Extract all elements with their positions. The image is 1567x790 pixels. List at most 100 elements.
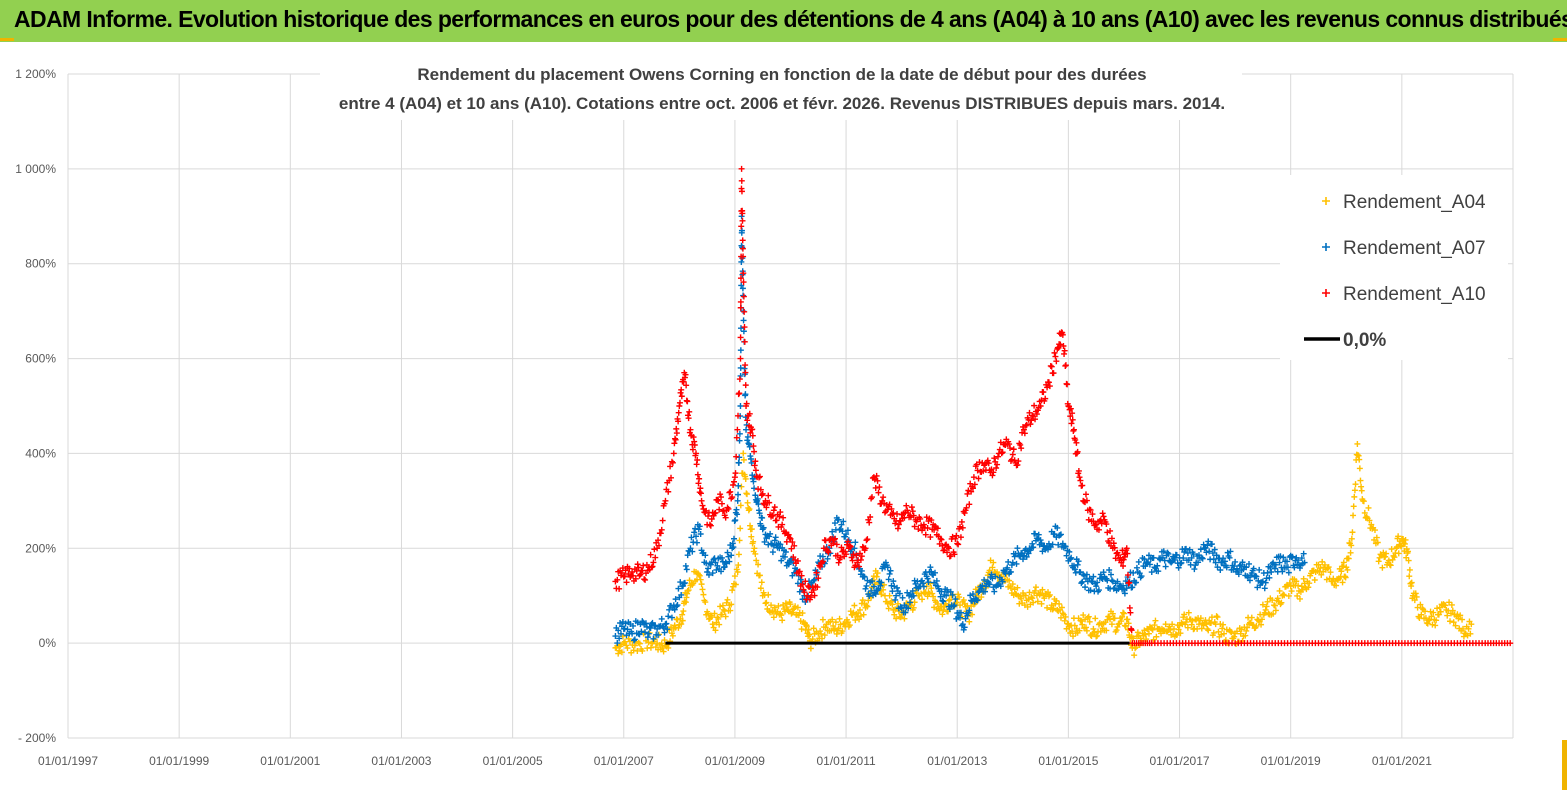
rendement-a10-point bbox=[629, 569, 636, 575]
rendement-a07-point bbox=[1106, 567, 1113, 574]
rendement-a04-point bbox=[1032, 587, 1039, 594]
rendement-a07-point bbox=[1165, 550, 1172, 557]
rendement-a04-point bbox=[1134, 629, 1141, 636]
rendement-a04-point bbox=[1113, 627, 1120, 634]
rendement-a07-point bbox=[1262, 579, 1269, 586]
rendement-a04-point bbox=[1253, 623, 1260, 630]
rendement-a04-point bbox=[1041, 595, 1048, 602]
rendement-a10-point bbox=[687, 426, 694, 433]
rendement-a10-point bbox=[1008, 456, 1015, 463]
rendement-a10-point bbox=[965, 487, 972, 494]
rendement-a04-point bbox=[1185, 609, 1192, 616]
rendement-a04-point bbox=[1408, 579, 1415, 586]
rendement-a07-point bbox=[902, 609, 909, 616]
rendement-a07-point bbox=[1014, 545, 1021, 552]
rendement-a07-point bbox=[943, 592, 950, 599]
rendement-a10-point bbox=[1028, 417, 1035, 424]
rendement-a04-point bbox=[1009, 581, 1016, 588]
rendement-a04-point bbox=[1357, 477, 1364, 484]
rendement-a04-point bbox=[1450, 619, 1457, 626]
rendement-a07-point bbox=[1074, 561, 1081, 568]
rendement-a07-point bbox=[979, 582, 986, 589]
rendement-a10-point bbox=[742, 382, 749, 389]
rendement-a04-point bbox=[735, 562, 742, 569]
chart-title-line1: Rendement du placement Owens Corning en … bbox=[417, 65, 1146, 84]
rendement-a07-point bbox=[655, 632, 662, 639]
rendement-a10-point bbox=[831, 535, 838, 542]
rendement-a04-point bbox=[1454, 611, 1461, 618]
rendement-a04-point bbox=[989, 564, 996, 571]
rendement-a07-point bbox=[890, 578, 897, 585]
rendement-a04-point bbox=[734, 569, 741, 575]
rendement-a10-point bbox=[1103, 521, 1110, 528]
rendement-a10-point bbox=[738, 188, 745, 195]
rendement-a07-point bbox=[678, 591, 685, 598]
rendement-a07-point bbox=[843, 531, 850, 538]
rendement-a04-point bbox=[1263, 603, 1270, 610]
rendement-a04-point bbox=[1270, 610, 1277, 617]
rendement-a10-point bbox=[1074, 448, 1081, 455]
rendement-a10-point bbox=[1100, 513, 1107, 520]
rendement-a04-point bbox=[1361, 509, 1368, 516]
rendement-a07-point bbox=[782, 549, 789, 555]
banner-title: ADAM Informe. Evolution historique des p… bbox=[14, 6, 1567, 32]
rendement-a10-point bbox=[630, 572, 637, 579]
rendement-a07-point bbox=[714, 562, 721, 569]
rendement-a07-point bbox=[1133, 564, 1140, 571]
rendement-a04-point bbox=[1103, 627, 1110, 634]
rendement-a07-point bbox=[885, 576, 892, 583]
rendement-a10-point bbox=[756, 473, 763, 480]
rendement-a07-point bbox=[991, 588, 998, 595]
rendement-a04-point bbox=[1151, 622, 1158, 629]
rendement-a07-point bbox=[1181, 549, 1188, 556]
rendement-a04-point bbox=[1150, 636, 1157, 643]
rendement-a07-point bbox=[617, 619, 624, 626]
rendement-a10-point bbox=[662, 497, 669, 504]
rendement-a04-point bbox=[1090, 625, 1097, 632]
rendement-a07-point bbox=[1206, 548, 1213, 555]
rendement-a10-point bbox=[876, 484, 883, 491]
rendement-a07-point bbox=[1081, 572, 1088, 579]
rendement-a04-point bbox=[878, 591, 885, 598]
rendement-a10-point bbox=[955, 541, 962, 548]
rendement-a04-point bbox=[1417, 601, 1424, 608]
rendement-a04-point bbox=[1351, 493, 1358, 500]
rendement-a04-point bbox=[1030, 599, 1037, 606]
rendement-a07-point bbox=[814, 569, 821, 576]
rendement-a10-point bbox=[1066, 406, 1073, 413]
rendement-a07-point bbox=[1284, 564, 1291, 571]
rendement-a10-point bbox=[737, 275, 744, 282]
rendement-a04-point bbox=[873, 573, 880, 580]
rendement-a04-point bbox=[1300, 575, 1307, 582]
rendement-a04-point bbox=[1398, 543, 1405, 550]
rendement-a04-point bbox=[1109, 610, 1116, 617]
rendement-a07-point bbox=[858, 567, 865, 574]
rendement-a04-point bbox=[1339, 579, 1346, 586]
rendement-a07-point bbox=[982, 583, 989, 590]
rendement-a10-point bbox=[736, 376, 743, 383]
rendement-a04-point bbox=[1210, 629, 1217, 636]
x-tick-label: 01/01/1997 bbox=[38, 754, 98, 768]
rendement-a10-point bbox=[786, 534, 793, 541]
rendement-a10-point bbox=[1014, 461, 1021, 468]
rendement-a07-point bbox=[1283, 558, 1290, 565]
rendement-a04-point bbox=[1280, 591, 1287, 598]
rendement-a07-point bbox=[952, 596, 959, 603]
rendement-a04-point bbox=[885, 605, 892, 612]
rendement-a07-point bbox=[693, 533, 700, 540]
rendement-a10-point bbox=[725, 505, 732, 512]
rendement-a10-point bbox=[689, 446, 696, 453]
rendement-a07-point bbox=[1138, 573, 1145, 580]
rendement-a04-point bbox=[1427, 608, 1434, 615]
rendement-a10-point bbox=[989, 472, 996, 479]
rendement-a07-point bbox=[1070, 562, 1077, 569]
rendement-a07-point bbox=[990, 584, 997, 591]
rendement-a04-point bbox=[752, 550, 759, 557]
rendement-a10-point bbox=[668, 474, 675, 481]
rendement-a04-point bbox=[1076, 627, 1083, 634]
rendement-a07-point bbox=[647, 625, 654, 632]
rendement-a10-point bbox=[1015, 458, 1022, 465]
rendement-a07-point bbox=[1268, 569, 1275, 575]
rendement-a04-point bbox=[1358, 487, 1365, 494]
rendement-a07-point bbox=[1246, 560, 1253, 567]
